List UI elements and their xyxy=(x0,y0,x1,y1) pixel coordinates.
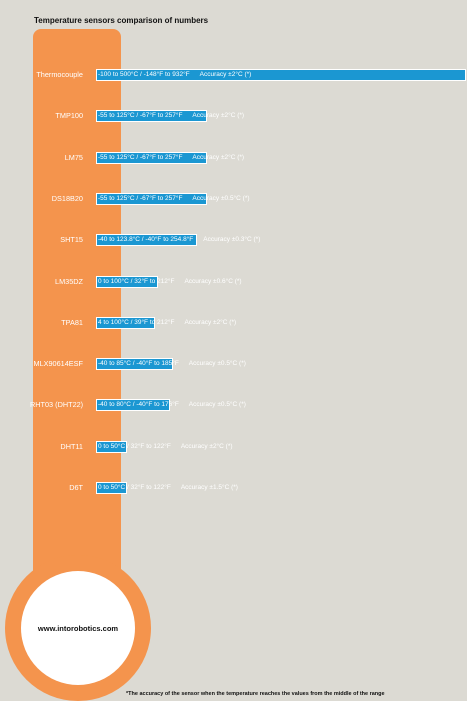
separator: / xyxy=(130,401,137,408)
bar xyxy=(96,110,207,122)
range-fahrenheit: 32°F to 122°F xyxy=(130,484,171,491)
separator: / xyxy=(134,154,140,161)
accuracy-label: Accuracy ±2°C (*) xyxy=(192,154,245,161)
accuracy-label: Accuracy ±0.6°C (*) xyxy=(184,278,242,285)
separator: / xyxy=(130,360,137,367)
bar xyxy=(96,152,207,164)
range-fahrenheit: -40°F to 185°F xyxy=(136,360,179,367)
bar xyxy=(96,441,127,453)
category-label: MLX90614ESF xyxy=(33,359,84,368)
bar xyxy=(96,482,127,494)
accuracy-label: Accuracy ±2°C (*) xyxy=(199,71,252,78)
thermometer-bulb-center: www.intorobotics.com xyxy=(21,571,135,685)
range-celsius: -55 to 125°C xyxy=(98,195,135,202)
range-celsius: -40 to 123.8°C xyxy=(98,236,140,243)
range-celsius: -55 to 125°C xyxy=(98,112,135,119)
accuracy-label: Accuracy ±2°C (*) xyxy=(180,443,233,450)
range-celsius: 0 to 100°C xyxy=(98,278,129,285)
range-fahrenheit: -67°F to 257°F xyxy=(140,195,183,202)
category-label: LM75 xyxy=(64,153,83,162)
category-label: Thermocouple xyxy=(36,70,83,79)
category-label: TMP100 xyxy=(55,111,83,120)
separator: / xyxy=(125,484,131,491)
bar-annotation: -55 to 125°C / -67°F to 257°F Accuracy ±2… xyxy=(98,110,244,122)
bar xyxy=(96,69,466,81)
separator: / xyxy=(128,319,135,326)
bar xyxy=(96,317,155,329)
range-celsius: 0 to 50°C xyxy=(98,443,126,450)
range-fahrenheit: -67°F to 257°F xyxy=(140,112,183,119)
range-celsius: -40 to 80°C xyxy=(98,401,131,408)
bar xyxy=(96,193,207,205)
accuracy-label: Accuracy ±1.5°C (*) xyxy=(180,484,238,491)
separator: / xyxy=(134,195,140,202)
footnote: *The accuracy of the sensor when the tem… xyxy=(126,691,385,697)
range-celsius: -100 to 500°C xyxy=(98,71,139,78)
range-fahrenheit: -40°F to 254.8°F xyxy=(145,236,194,243)
separator: / xyxy=(138,71,144,78)
bar-annotation: -100 to 500°C / -148°F to 932°F Accuracy … xyxy=(98,69,251,81)
bar-annotation: -55 to 125°C / -67°F to 257°F Accuracy ±0… xyxy=(98,193,250,205)
accuracy-label: Accuracy ±0.3°C (*) xyxy=(203,236,261,243)
range-celsius: -55 to 125°C xyxy=(98,154,135,161)
separator: / xyxy=(140,236,146,243)
accuracy-label: Accuracy ±0.5°C (*) xyxy=(188,360,246,367)
category-label: TPA81 xyxy=(61,318,83,327)
accuracy-label: Accuracy ±2°C (*) xyxy=(184,319,237,326)
range-fahrenheit: 32°F to 212°F xyxy=(134,278,175,285)
range-fahrenheit: 32°F to 122°F xyxy=(130,443,171,450)
bar xyxy=(96,399,170,411)
category-label: RHT03 (DHT22) xyxy=(30,400,84,409)
category-label: D6T xyxy=(69,483,83,492)
range-celsius: 4 to 100°C xyxy=(98,319,129,326)
bar xyxy=(96,276,158,288)
separator: / xyxy=(128,278,135,285)
thermometer-tube xyxy=(33,29,121,649)
accuracy-label: Accuracy ±0.5°C (*) xyxy=(188,401,246,408)
separator: / xyxy=(125,443,131,450)
website-label[interactable]: www.intorobotics.com xyxy=(37,623,119,633)
bar-annotation: 0 to 50°C / 32°F to 122°F Accuracy ±2°C (… xyxy=(98,441,233,453)
accuracy-label: Accuracy ±2°C (*) xyxy=(192,112,245,119)
bar-annotation: 0 to 50°C / 32°F to 122°F Accuracy ±1.5°C… xyxy=(98,482,238,494)
bar xyxy=(96,234,197,246)
accuracy-label: Accuracy ±0.5°C (*) xyxy=(192,195,250,202)
bar-annotation: -40 to 123.8°C / -40°F to 254.8°F Accurac… xyxy=(98,234,260,246)
category-label: LM35DZ xyxy=(55,277,83,286)
category-label: DS18B20 xyxy=(51,194,83,203)
category-label: SHT15 xyxy=(60,235,83,244)
chart-title: Temperature sensors comparison of number… xyxy=(34,16,209,25)
bar-annotation: 4 to 100°C / 39°F to 212°F Accuracy ±2°C … xyxy=(98,317,236,329)
bar-annotation: -55 to 125°C / -67°F to 257°F Accuracy ±2… xyxy=(98,152,244,164)
range-fahrenheit: -40°F to 176°F xyxy=(136,401,179,408)
bar-annotation: 0 to 100°C / 32°F to 212°F Accuracy ±0.6°… xyxy=(98,276,242,288)
bar xyxy=(96,358,173,370)
range-celsius: -40 to 85°C xyxy=(98,360,131,367)
bar-annotation: -40 to 80°C / -40°F to 176°F Accuracy ±0.… xyxy=(98,399,246,411)
range-celsius: 0 to 50°C xyxy=(98,484,126,491)
bar-annotation: -40 to 85°C / -40°F to 185°F Accuracy ±0.… xyxy=(98,358,246,370)
category-label: DHT11 xyxy=(60,442,83,451)
range-fahrenheit: -148°F to 932°F xyxy=(143,71,190,78)
range-fahrenheit: 39°F to 212°F xyxy=(134,319,175,326)
range-fahrenheit: -67°F to 257°F xyxy=(140,154,183,161)
separator: / xyxy=(134,112,140,119)
